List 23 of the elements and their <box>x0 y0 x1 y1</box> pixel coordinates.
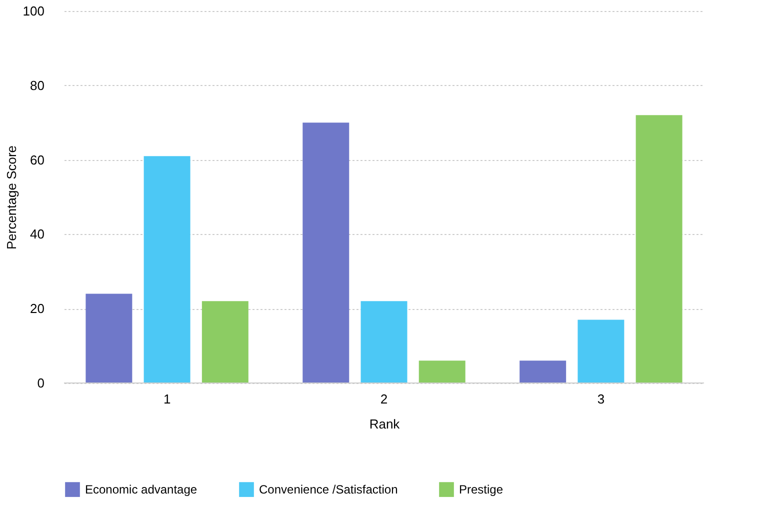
legend-label: Economic advantage <box>85 482 198 497</box>
y-tick-label: 40 <box>30 226 44 242</box>
bar <box>578 320 624 383</box>
legend-label: Prestige <box>459 482 504 497</box>
bar <box>360 301 408 383</box>
bar <box>418 360 466 383</box>
bar <box>202 301 248 383</box>
bar <box>636 115 682 383</box>
legend-label: Convenience /Satisfaction <box>259 482 398 497</box>
y-axis-title: Percentage Score <box>4 145 19 250</box>
y-tick-label: 0 <box>37 376 44 390</box>
bar <box>520 360 566 383</box>
x-tick-label: 1 <box>163 392 171 406</box>
y-tick-label: 80 <box>30 78 44 93</box>
bar <box>86 294 132 383</box>
y-tick-label: 20 <box>30 301 44 316</box>
bar <box>302 122 350 383</box>
x-axis-title: Rank <box>369 416 400 432</box>
bar <box>144 156 190 383</box>
y-tick-label: 100 <box>22 4 44 18</box>
y-tick-label: 60 <box>30 152 44 168</box>
x-tick-label: 3 <box>597 392 605 406</box>
x-tick-label: 2 <box>380 392 388 406</box>
